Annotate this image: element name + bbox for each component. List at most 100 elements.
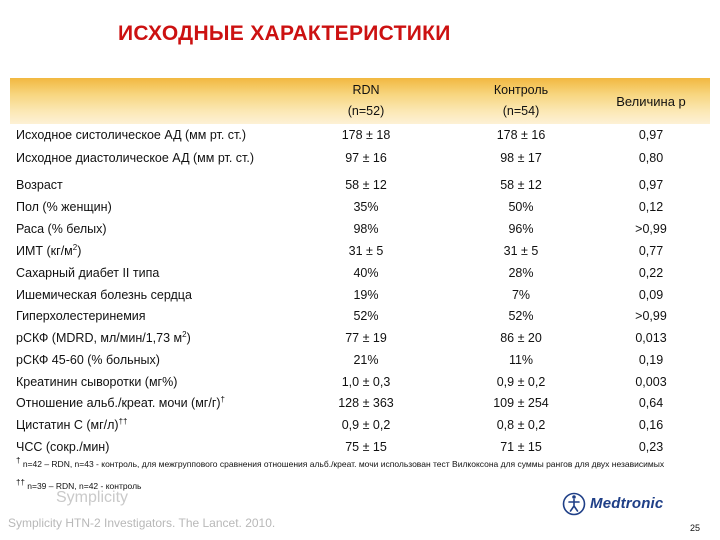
row-label-text: Гиперхолестеринемия (16, 309, 146, 323)
row-label-text: Исходное систолическое АД (мм рт. ст.) (16, 128, 247, 142)
cell-control: 50% (508, 200, 534, 214)
row-label-text: Сахарный диабет II типа (16, 266, 160, 280)
cell-rdn: 1,0 ± 0,3 (341, 375, 391, 389)
cell-p-value: 0,003 (635, 375, 667, 389)
cell-rdn: 40% (353, 266, 379, 280)
row-label-superscript: †† (118, 416, 128, 426)
cell-control: 31 ± 5 (503, 244, 539, 258)
row-label-text: Креатинин сыворотки (мг%) (16, 375, 178, 389)
row-label-text: Раса (% белых) (16, 222, 107, 236)
table-row: Гиперхолестеринемия 52% 52% >0,99 (16, 305, 706, 327)
cell-p-value: 0,77 (638, 244, 664, 258)
cell-control: 11% (508, 353, 534, 367)
cell-p-value: 0,80 (638, 151, 664, 165)
row-label-suffix: ) (186, 331, 191, 345)
header-rdn-line2: (n=52) (347, 104, 385, 118)
row-label-text: Пол (% женщин) (16, 200, 112, 214)
row-label: Исходное систолическое АД (мм рт. ст.) (16, 124, 246, 146)
cell-control: 96% (508, 222, 534, 236)
cell-control: 0,9 ± 0,2 (496, 375, 546, 389)
row-label-superscript: 2 (72, 242, 78, 252)
row-label-text: Отношение альб./креат. мочи (мг/г) (16, 396, 221, 410)
row-label: Гиперхолестеринемия (16, 305, 146, 327)
row-label-text: Цистатин С (мг/л) (16, 418, 119, 432)
cell-control: 28% (508, 266, 534, 280)
footnote-2: †† n=39 – RDN, n=42 - контроль (16, 479, 706, 491)
cell-p-value: 0,12 (638, 200, 664, 214)
cell-rdn: 31 ± 5 (348, 244, 384, 258)
row-label: Сахарный диабет II типа (16, 262, 159, 284)
table-row: Исходное систолическое АД (мм рт. ст.) 17… (16, 124, 706, 146)
row-label: Креатинин сыворотки (мг%) (16, 371, 177, 393)
cell-p-value: 0,19 (638, 353, 664, 367)
row-label: Пол (% женщин) (16, 196, 112, 218)
cell-control: 58 ± 12 (500, 178, 542, 192)
table-row: Креатинин сыворотки (мг%) 1,0 ± 0,3 0,9 ± … (16, 371, 706, 393)
row-label-text: рСКФ 45-60 (% больных) (16, 353, 160, 367)
header-p-value: Величина p (616, 94, 686, 109)
cell-control: 178 ± 16 (496, 128, 546, 142)
header-rdn: RDN (n=52) (311, 80, 421, 122)
cell-rdn: 19% (353, 288, 379, 302)
cell-rdn: 98% (353, 222, 379, 236)
cell-p-value: 0,013 (635, 331, 667, 345)
cell-p-value: 0,22 (638, 266, 664, 280)
cell-control: 71 ± 15 (500, 440, 542, 454)
cell-p-value: 0,16 (638, 418, 664, 432)
cell-rdn: 0,9 ± 0,2 (341, 418, 391, 432)
footnote-2-text: n=39 – RDN, n=42 - контроль (24, 481, 142, 491)
footnote-1-mark: † (16, 456, 21, 466)
row-label-text: Ишемическая болезнь сердца (16, 288, 192, 302)
row-label-text: Исходное диастолическое АД (мм рт. ст.) (16, 151, 255, 165)
cell-p-value: 0,97 (638, 128, 664, 142)
cell-control: 7% (511, 288, 531, 302)
row-label-suffix: ) (77, 244, 82, 258)
slide-title: ИСХОДНЫЕ ХАРАКТЕРИСТИКИ (118, 22, 451, 45)
row-label: Цистатин С (мг/л)†† (16, 414, 127, 436)
cell-rdn: 178 ± 18 (341, 128, 391, 142)
header-control-line1: Контроль (493, 83, 549, 97)
row-label: Возраст (16, 174, 63, 196)
footnote-1: † n=42 – RDN, n=43 - контроль, для межгр… (16, 456, 706, 469)
table-row: рСКФ (MDRD, мл/мин/1,73 м2) 77 ± 19 86 ± 2… (16, 327, 706, 349)
cell-rdn: 58 ± 12 (345, 178, 387, 192)
cell-p-value: 0,09 (638, 288, 664, 302)
cell-rdn: 77 ± 19 (345, 331, 387, 345)
row-label: Раса (% белых) (16, 218, 107, 240)
cell-control: 0,8 ± 0,2 (496, 418, 546, 432)
cell-rdn: 52% (353, 309, 379, 323)
cell-p-value: 0,23 (638, 440, 664, 454)
row-label: ЧСС (сокр./мин) (16, 436, 109, 458)
row-label: Отношение альб./креат. мочи (мг/г)† (16, 392, 225, 414)
table-row: Раса (% белых) 98% 96% >0,99 (16, 218, 706, 240)
row-label-superscript: † (220, 394, 225, 404)
header-control: Контроль (n=54) (466, 80, 576, 122)
row-label-text: Возраст (16, 178, 63, 192)
table-row: Возраст 58 ± 12 58 ± 12 0,97 (16, 174, 706, 196)
header-rdn-line1: RDN (352, 83, 380, 97)
row-label-text: ЧСС (сокр./мин) (16, 440, 110, 454)
table-row: Исходное диастолическое АД (мм рт. ст.) 9… (16, 147, 706, 169)
row-label: Ишемическая болезнь сердца (16, 284, 192, 306)
table-row: Цистатин С (мг/л)†† 0,9 ± 0,2 0,8 ± 0,2 0,1… (16, 414, 706, 436)
row-label: рСКФ (MDRD, мл/мин/1,73 м2) (16, 327, 191, 349)
table-row: Ишемическая болезнь сердца 19% 7% 0,09 (16, 284, 706, 306)
cell-rdn: 75 ± 15 (345, 440, 387, 454)
page-number: 25 (690, 523, 701, 533)
footnote-1-text: n=42 – RDN, n=43 - контроль, для межгруп… (20, 459, 665, 469)
cell-control: 86 ± 20 (500, 331, 542, 345)
cell-p-value: >0,99 (635, 309, 667, 323)
medtronic-logo-text: Medtronic (590, 495, 664, 512)
medtronic-logo-icon (562, 492, 586, 516)
row-label: ИМТ (кг/м2) (16, 240, 81, 262)
cell-p-value: 0,64 (638, 396, 664, 410)
brand-watermark: Symplicity (56, 489, 129, 506)
cell-control: 52% (508, 309, 534, 323)
cell-control: 98 ± 17 (500, 151, 542, 165)
cell-rdn: 35% (353, 200, 379, 214)
table-row: рСКФ 45-60 (% больных) 21% 11% 0,19 (16, 349, 706, 371)
row-label-superscript: 2 (182, 329, 187, 339)
cell-rdn: 128 ± 363 (338, 396, 394, 410)
table-row: Отношение альб./креат. мочи (мг/г)† 128 ±… (16, 392, 706, 414)
